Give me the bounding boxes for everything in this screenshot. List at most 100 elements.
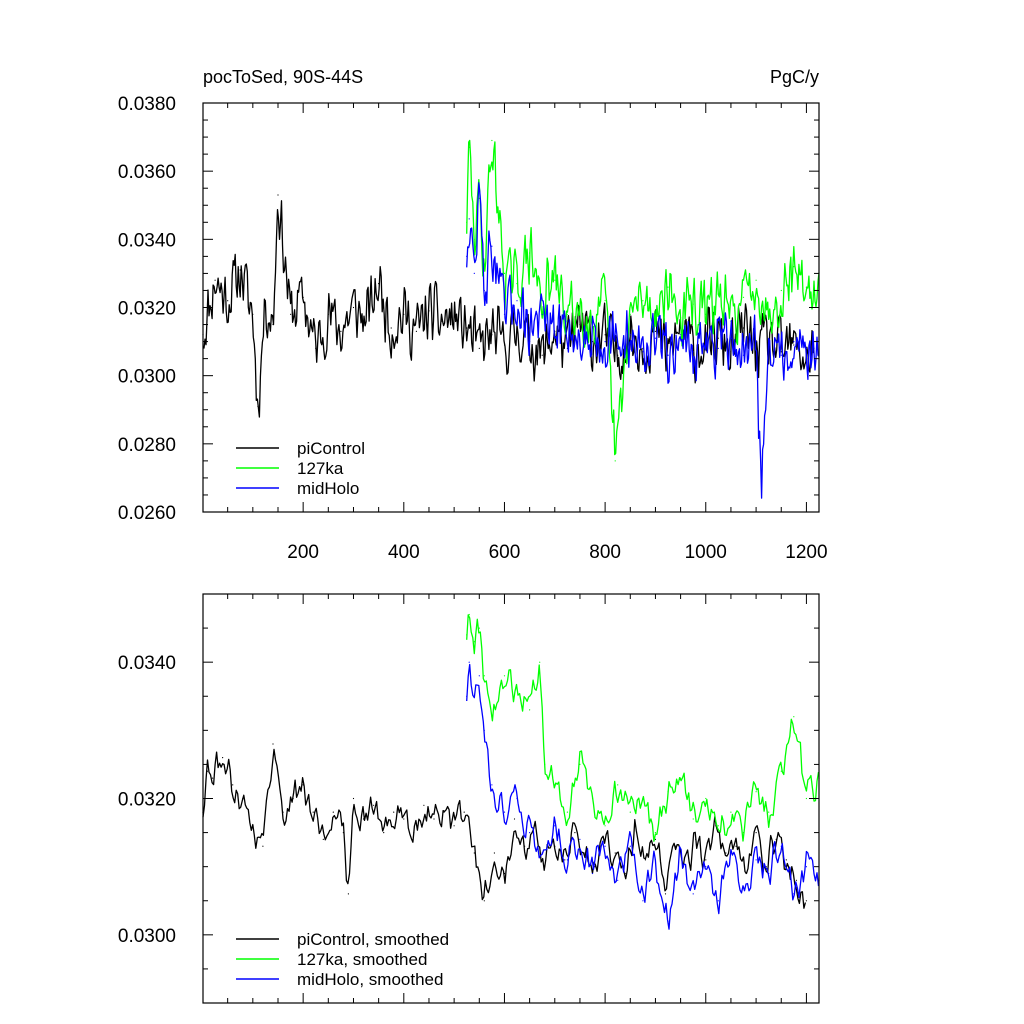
data-point	[566, 859, 569, 861]
data-point	[780, 770, 782, 772]
data-point	[342, 832, 344, 834]
data-point	[483, 266, 485, 268]
data-point	[604, 341, 606, 343]
data-point	[466, 695, 468, 697]
data-point	[768, 872, 770, 875]
data-point	[579, 763, 581, 766]
data-point	[440, 320, 443, 322]
data-point	[629, 334, 631, 336]
data-point	[491, 139, 493, 142]
data-point	[212, 777, 214, 779]
data-point	[604, 334, 606, 336]
data-point	[478, 187, 480, 189]
data-point	[793, 341, 795, 343]
data-point	[780, 354, 782, 356]
data-point	[312, 811, 314, 813]
data-point	[232, 784, 234, 786]
data-point	[642, 900, 644, 902]
data-point	[390, 327, 392, 329]
data-point	[680, 317, 682, 319]
data-point	[705, 797, 707, 800]
series-line-midholo-smoothed	[466, 663, 820, 930]
data-point	[478, 627, 480, 629]
data-point	[468, 613, 470, 616]
data-point	[362, 818, 365, 820]
data-point	[466, 255, 468, 257]
data-point	[566, 320, 569, 322]
x-tick-label: 1000	[685, 542, 727, 563]
data-point	[541, 852, 543, 854]
data-point	[705, 341, 707, 343]
data-point	[541, 354, 543, 356]
data-point	[755, 859, 757, 861]
top-series-layer	[202, 139, 820, 499]
series-line-127ka	[466, 139, 820, 456]
data-point	[755, 832, 757, 834]
data-point	[541, 313, 543, 315]
data-point	[692, 893, 694, 895]
data-point	[667, 286, 669, 288]
data-point	[516, 688, 518, 691]
data-point	[302, 784, 304, 786]
data-point	[730, 337, 732, 339]
data-point	[725, 852, 727, 854]
data-point	[242, 797, 244, 800]
data-point	[365, 320, 367, 322]
data-point	[516, 283, 518, 285]
series-line-127ka-smoothed	[466, 614, 820, 842]
data-point	[539, 661, 541, 663]
data-point	[473, 238, 475, 240]
data-point	[742, 354, 745, 356]
data-point	[579, 344, 581, 346]
data-point	[664, 893, 667, 895]
data-point	[352, 797, 355, 800]
data-point	[544, 866, 546, 868]
data-point	[730, 852, 732, 854]
data-point	[780, 289, 782, 292]
data-point	[383, 832, 385, 834]
x-tick-label: 800	[589, 542, 621, 563]
data-point	[503, 344, 506, 346]
data-point	[604, 300, 606, 302]
data-point	[680, 852, 682, 854]
data-point	[579, 323, 581, 326]
data-point	[654, 859, 657, 861]
data-point	[513, 818, 516, 820]
data-point	[768, 313, 770, 315]
bottom-plot-frame	[202, 593, 820, 1004]
data-point	[282, 811, 284, 813]
data-point	[695, 838, 697, 841]
series-line-picontrol-smoothed	[202, 748, 807, 909]
data-point	[755, 279, 757, 281]
x-tick-label: 400	[388, 542, 420, 563]
legend-label: 127ka	[297, 459, 344, 478]
data-point	[214, 279, 216, 281]
data-point	[705, 866, 707, 868]
data-point	[730, 811, 732, 813]
data-point	[473, 695, 475, 697]
data-point	[272, 743, 274, 745]
data-point	[730, 351, 732, 353]
data-point	[755, 791, 757, 793]
data-point	[654, 330, 657, 332]
data-point	[413, 832, 415, 834]
data-point	[667, 920, 669, 922]
data-point	[780, 351, 782, 353]
data-point	[629, 811, 631, 813]
data-point	[644, 859, 647, 861]
data-point	[735, 845, 737, 847]
data-point	[680, 777, 682, 779]
data-point	[252, 313, 254, 315]
data-point	[493, 852, 495, 854]
data-point	[252, 825, 254, 827]
data-point	[775, 838, 777, 841]
data-point	[642, 351, 644, 353]
data-point	[466, 221, 468, 223]
data-point	[468, 218, 470, 220]
data-point	[629, 313, 631, 315]
data-point	[529, 327, 531, 329]
data-point	[654, 310, 657, 312]
